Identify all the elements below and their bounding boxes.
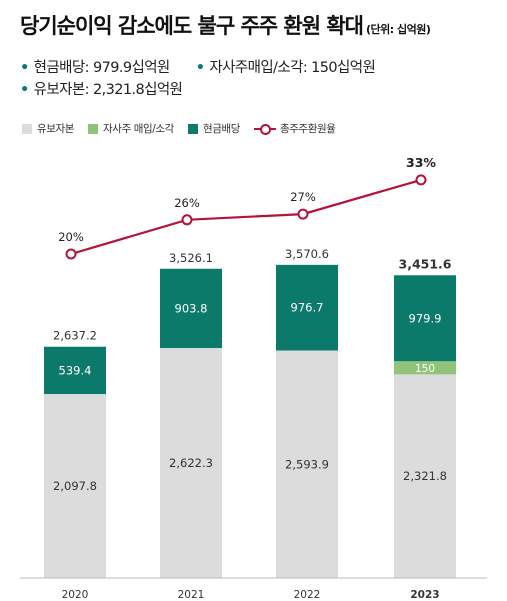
summary-dividend: • 현금배당: 979.9십억원 xyxy=(20,60,170,76)
total-label-2020: 2,637.2 xyxy=(53,329,97,343)
bar-retained-2021 xyxy=(160,348,222,578)
total-label-2022: 3,570.6 xyxy=(285,247,329,261)
data-label-dividend-2021: 903.8 xyxy=(175,301,208,315)
bar-dividend-2022 xyxy=(276,264,338,351)
summary-buyback: • 자사주매입/소각: 150십억원 xyxy=(195,60,376,76)
legend-swatch-buyback xyxy=(88,123,99,134)
bullet-icon: • xyxy=(20,82,29,98)
data-label-dividend-2022: 976.7 xyxy=(291,301,324,315)
x-tick-label-2020: 2020 xyxy=(62,589,89,601)
bar-buyback-2023 xyxy=(394,361,456,375)
chart-legend: 유보자본 자사주 매입/소각 현금배당 총주주환원율 xyxy=(22,121,350,136)
ratio-point-2020 xyxy=(65,248,77,260)
ratio-point-2023 xyxy=(415,174,427,186)
bar-dividend-2021 xyxy=(160,268,222,349)
legend-label-dividend: 현금배당 xyxy=(202,123,240,135)
ratio-point-2022 xyxy=(297,208,309,220)
legend-swatch-dividend xyxy=(187,123,198,134)
legend-item-buyback: 자사주 매입/소각 xyxy=(88,121,174,136)
total-label-2021: 3,526.1 xyxy=(169,251,213,265)
legend-label-ratio: 총주주환원율 xyxy=(280,123,336,135)
legend-label-retained: 유보자본 xyxy=(37,123,75,135)
unit-label: (단위: 십억원) xyxy=(366,23,431,36)
summary-dividend-label: 현금배당 xyxy=(33,60,86,76)
data-label-retained-2020: 2,097.8 xyxy=(53,479,97,493)
ratio-label-2023: 33% xyxy=(406,155,436,170)
legend-item-ratio: 총주주환원율 xyxy=(254,121,336,136)
data-label-retained-2023: 2,321.8 xyxy=(403,469,447,483)
bar-retained-2022 xyxy=(276,350,338,578)
bullet-icon: • xyxy=(195,60,205,76)
summary-row-2: • 유보자본: 2,321.8십억원 xyxy=(20,78,183,99)
summary-retained-value: 2,321.8십억원 xyxy=(92,82,183,98)
legend-label-buyback: 자사주 매입/소각 xyxy=(103,123,174,135)
summary-retained-label: 유보자본 xyxy=(33,82,86,98)
data-label-dividend-2020: 539.4 xyxy=(59,363,92,377)
ratio-label-2022: 27% xyxy=(290,190,316,204)
summary-buyback-value: 150십억원 xyxy=(311,60,376,76)
ratio-series-line xyxy=(70,178,422,256)
summary-buyback-label: 자사주매입/소각 xyxy=(209,60,303,76)
x-tick-label-2021: 2021 xyxy=(178,589,205,601)
x-tick-label-2022: 2022 xyxy=(294,589,321,601)
summary-row-1: • 현금배당: 979.9십억원 • 자사주매입/소각: 150십억원 xyxy=(20,56,376,77)
bar-retained-2023 xyxy=(394,374,456,578)
legend-line-marker-icon xyxy=(254,123,276,135)
bar-dividend-2023 xyxy=(394,275,456,362)
ratio-point-2021 xyxy=(181,214,193,226)
chart-title-text: 당기순이익 감소에도 불구 주주 환원 확대 xyxy=(20,14,364,38)
chart-title: 당기순이익 감소에도 불구 주주 환원 확대 (단위: 십억원) xyxy=(20,10,431,40)
ratio-label-2021: 26% xyxy=(174,196,200,210)
bar-retained-2020 xyxy=(44,394,106,578)
data-label-buyback-2023: 150 xyxy=(415,363,435,375)
ratio-label-2020: 20% xyxy=(58,230,84,244)
data-label-dividend-2023: 979.9 xyxy=(409,311,442,325)
total-label-2023: 3,451.6 xyxy=(399,256,452,271)
data-label-retained-2022: 2,593.9 xyxy=(285,457,329,471)
legend-item-dividend: 현금배당 xyxy=(187,121,240,136)
bullet-icon: • xyxy=(20,60,29,76)
x-tick-label-2023: 2023 xyxy=(410,589,439,601)
legend-item-retained: 유보자본 xyxy=(22,121,74,136)
summary-retained: • 유보자본: 2,321.8십억원 xyxy=(20,82,183,98)
summary-dividend-value: 979.9십억원 xyxy=(92,60,170,76)
bar-dividend-2020 xyxy=(44,346,106,395)
data-label-retained-2021: 2,622.3 xyxy=(169,456,213,470)
legend-swatch-retained xyxy=(22,123,32,134)
